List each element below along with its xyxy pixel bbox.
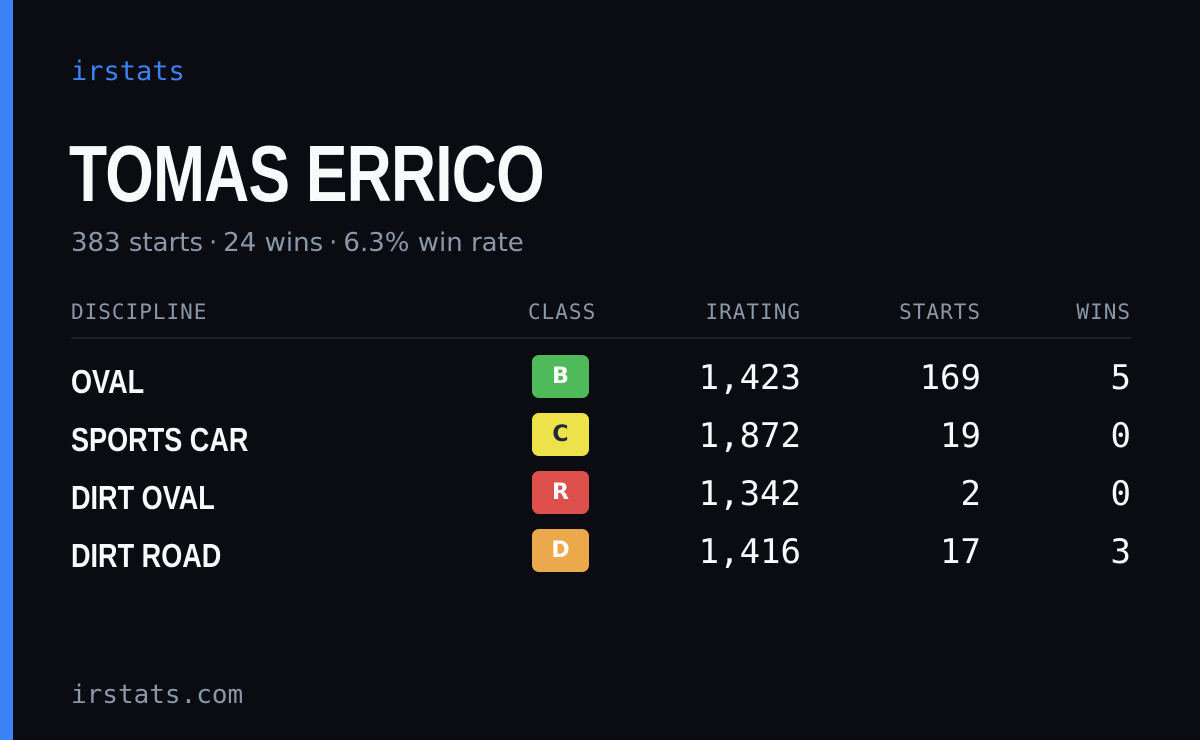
separator: · (329, 228, 338, 258)
table-header: DISCIPLINE CLASS IRATING STARTS WINS (71, 300, 1131, 339)
driver-name: TOMAS ERRICO (69, 129, 545, 218)
table-row: OVAL B 1,423 169 5 (71, 355, 1131, 413)
table-row: DIRT OVAL R 1,342 2 0 (71, 471, 1131, 529)
class-badge: B (532, 355, 589, 398)
separator: · (209, 228, 218, 258)
wins-count: 24 wins (223, 228, 324, 258)
win-rate: 6.3% win rate (343, 228, 524, 258)
starts-value: 19 (940, 416, 981, 456)
wins-value: 5 (1110, 358, 1131, 398)
table-row: DIRT ROAD D 1,416 17 3 (71, 529, 1131, 587)
irating-value: 1,423 (698, 358, 801, 398)
table-row: SPORTS CAR C 1,872 19 0 (71, 413, 1131, 471)
wins-value: 0 (1110, 474, 1131, 514)
discipline-name: DIRT OVAL (71, 479, 215, 516)
discipline-table: DISCIPLINE CLASS IRATING STARTS WINS OVA… (71, 300, 1131, 574)
table-body: OVAL B 1,423 169 5 SPORTS CAR C 1,872 19… (71, 355, 1131, 587)
discipline-name: SPORTS CAR (71, 421, 249, 458)
wins-value: 0 (1110, 416, 1131, 456)
irating-value: 1,416 (698, 532, 801, 572)
header-starts: STARTS (899, 300, 981, 324)
header-irating: IRATING (705, 300, 801, 324)
header-discipline: DISCIPLINE (71, 300, 208, 324)
irating-value: 1,872 (698, 416, 801, 456)
class-badge: D (532, 529, 589, 572)
header-class: CLASS (528, 300, 597, 324)
starts-count: 383 starts (71, 228, 203, 258)
discipline-name: OVAL (71, 363, 145, 400)
discipline-name: DIRT ROAD (71, 537, 222, 574)
class-badge: C (532, 413, 589, 456)
accent-bar (0, 0, 13, 740)
driver-summary: 383 starts · 24 wins · 6.3% win rate (71, 228, 524, 258)
header-wins: WINS (1076, 300, 1131, 324)
starts-value: 2 (960, 474, 981, 514)
brand-logo: irstats (71, 56, 185, 87)
wins-value: 3 (1110, 532, 1131, 572)
starts-value: 17 (940, 532, 981, 572)
class-badge: R (532, 471, 589, 514)
footer-url[interactable]: irstats.com (71, 680, 244, 710)
starts-value: 169 (919, 358, 981, 398)
irating-value: 1,342 (698, 474, 801, 514)
